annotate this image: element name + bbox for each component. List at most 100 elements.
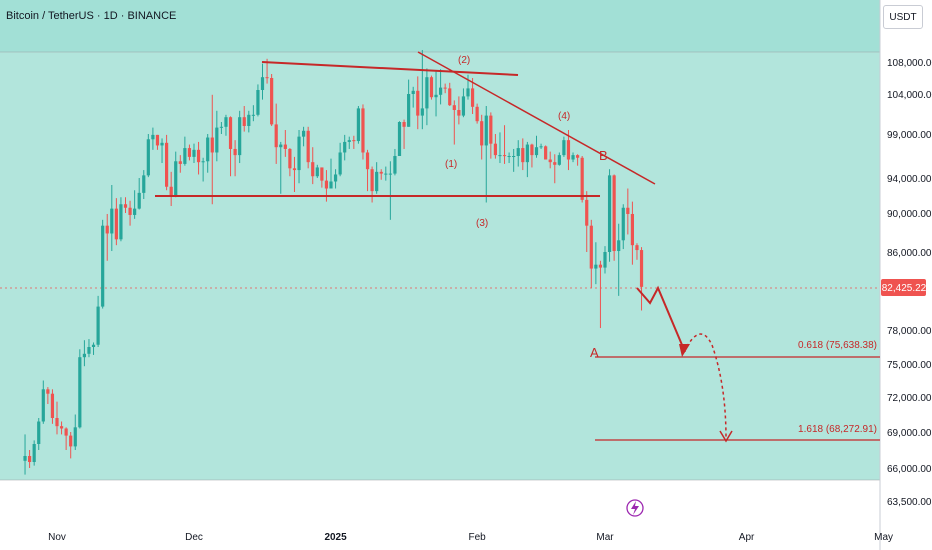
candle bbox=[475, 103, 479, 124]
candle bbox=[603, 246, 607, 274]
x-tick-label: May bbox=[874, 532, 893, 543]
wave-annotations: (2) (1) (3) (4) B A 0.618 (75,638.38) 1.… bbox=[155, 51, 880, 443]
candle bbox=[288, 148, 292, 177]
candle bbox=[206, 134, 210, 173]
candle bbox=[516, 140, 520, 167]
candle bbox=[470, 78, 475, 114]
candle bbox=[439, 69, 443, 105]
y-tick-label: 94,000.00 bbox=[887, 174, 932, 185]
candle bbox=[635, 243, 639, 260]
candle bbox=[196, 141, 201, 175]
candle bbox=[151, 127, 155, 150]
upper-resistance-line bbox=[261, 61, 519, 76]
candle bbox=[320, 167, 324, 188]
candle bbox=[534, 135, 539, 158]
price-axis-panel bbox=[880, 0, 932, 550]
y-tick-label: 104,000.00 bbox=[887, 90, 932, 101]
candle bbox=[407, 79, 411, 127]
dashed-projection-path bbox=[683, 333, 727, 439]
wave-label-3: (3) bbox=[476, 218, 488, 229]
candle bbox=[302, 126, 306, 147]
y-tick-label: 72,000.00 bbox=[887, 393, 932, 404]
candle bbox=[306, 126, 310, 169]
candle bbox=[73, 414, 77, 450]
y-tick-label: 75,000.00 bbox=[887, 360, 932, 371]
y-tick-label: 63,500.00 bbox=[887, 497, 932, 508]
candle bbox=[580, 156, 584, 203]
candle bbox=[210, 94, 214, 205]
bottom-margin bbox=[0, 480, 880, 518]
projection-path bbox=[636, 285, 686, 353]
last-price-label: 82,425.22 bbox=[882, 283, 927, 294]
candle bbox=[507, 152, 511, 164]
candle bbox=[201, 157, 205, 182]
y-tick-label: 90,000.00 bbox=[887, 209, 932, 220]
candle bbox=[96, 295, 100, 347]
last-price-tag bbox=[881, 279, 926, 296]
top-shaded-band bbox=[0, 0, 932, 52]
candle bbox=[576, 154, 580, 166]
candle bbox=[292, 156, 297, 192]
x-tick-label: Feb bbox=[469, 532, 487, 543]
candle bbox=[260, 63, 265, 100]
candle bbox=[279, 141, 283, 194]
candle bbox=[626, 188, 630, 235]
candle bbox=[544, 145, 548, 160]
candle bbox=[160, 138, 164, 164]
time-axis-panel bbox=[0, 518, 880, 550]
candle bbox=[28, 450, 32, 468]
candle bbox=[242, 106, 246, 132]
candle bbox=[553, 154, 557, 184]
candle bbox=[87, 339, 91, 358]
candle bbox=[219, 122, 223, 134]
chart-background bbox=[0, 52, 880, 480]
candle bbox=[155, 134, 160, 150]
candlestick-series bbox=[23, 50, 644, 475]
candle bbox=[379, 169, 383, 180]
candle bbox=[361, 104, 365, 160]
candle bbox=[37, 418, 41, 450]
candle bbox=[566, 130, 571, 171]
y-tick-label: 99,000.00 bbox=[887, 130, 932, 141]
candle bbox=[311, 147, 315, 185]
candle bbox=[589, 219, 593, 289]
candle bbox=[429, 75, 434, 100]
candle bbox=[78, 349, 82, 429]
candle bbox=[50, 389, 55, 424]
y-tick-label: 78,000.00 bbox=[887, 326, 932, 337]
candle bbox=[365, 149, 370, 192]
candle bbox=[343, 134, 347, 161]
candle bbox=[525, 141, 529, 178]
candle bbox=[183, 136, 187, 166]
wave-label-1: (1) bbox=[445, 159, 457, 170]
candle bbox=[192, 143, 196, 164]
candle bbox=[617, 223, 621, 296]
candle bbox=[105, 213, 109, 261]
candle bbox=[375, 162, 379, 194]
x-tick-label: Nov bbox=[48, 532, 66, 543]
candle bbox=[256, 84, 260, 117]
candle bbox=[411, 86, 415, 108]
candle bbox=[146, 134, 150, 178]
currency-selector[interactable]: USDT bbox=[883, 5, 923, 29]
candle bbox=[416, 76, 420, 130]
candle bbox=[512, 148, 516, 172]
x-tick-label: 2025 bbox=[324, 532, 347, 543]
candle bbox=[452, 100, 456, 145]
dashed-arrowhead bbox=[719, 430, 733, 443]
candle bbox=[388, 161, 392, 220]
candle bbox=[187, 144, 192, 161]
candle bbox=[356, 106, 360, 144]
candle bbox=[165, 134, 169, 191]
candle bbox=[224, 114, 228, 136]
lightning-icon[interactable] bbox=[626, 499, 644, 517]
candle bbox=[69, 432, 73, 459]
candle bbox=[539, 143, 543, 149]
candle bbox=[137, 178, 141, 210]
candle bbox=[123, 197, 128, 213]
candle bbox=[274, 103, 278, 164]
candle bbox=[133, 190, 137, 219]
time-axis: Nov Dec 2025 Feb Mar Apr May bbox=[48, 532, 893, 543]
candle bbox=[434, 71, 438, 117]
